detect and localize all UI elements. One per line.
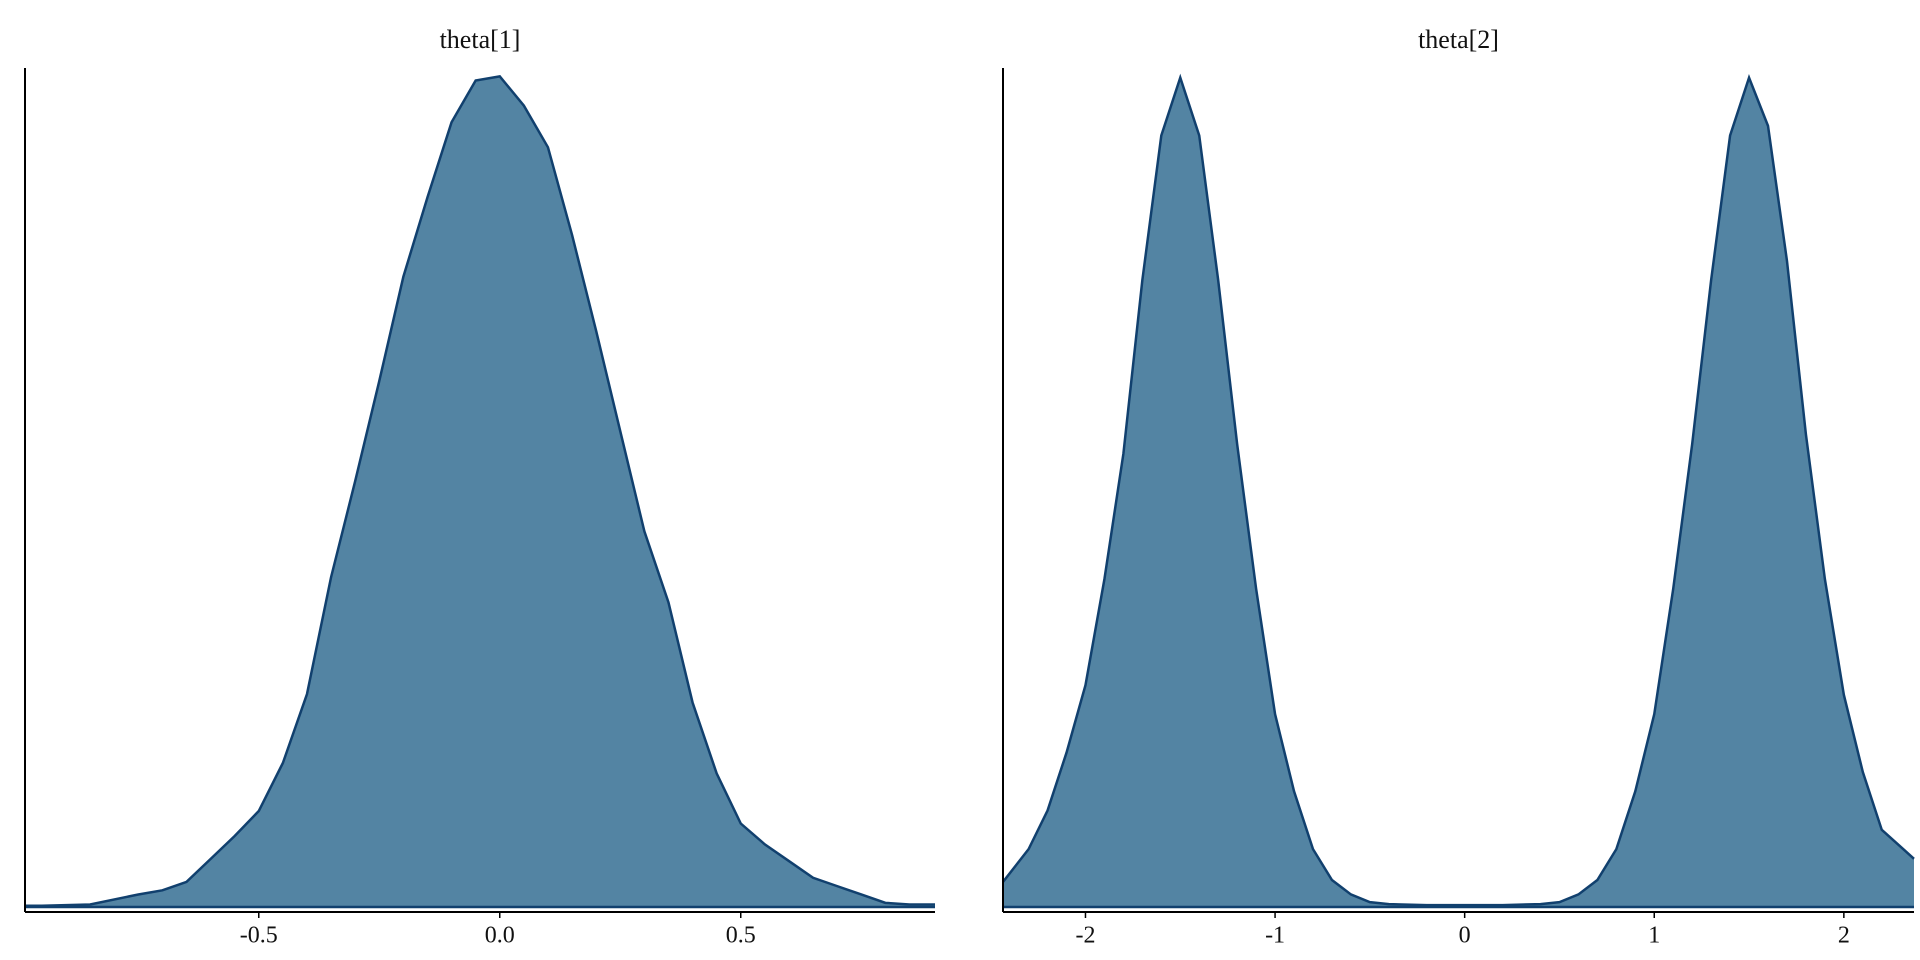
panel-title: theta[1] <box>440 25 521 54</box>
x-tick-label: -0.5 <box>240 923 278 949</box>
density-line <box>1002 73 1915 907</box>
x-tick-label: 0.5 <box>726 923 756 949</box>
x-tick-label: 0.0 <box>485 923 515 949</box>
density-area <box>25 76 935 908</box>
panel-title: theta[2] <box>1418 25 1499 54</box>
x-tick-label: 0 <box>1459 923 1471 949</box>
x-tick-label: -2 <box>1075 923 1095 949</box>
density-area <box>1003 77 1914 907</box>
x-tick-label: 2 <box>1838 923 1850 949</box>
density-line <box>25 74 935 907</box>
x-tick-label: -1 <box>1265 923 1285 949</box>
x-tick-label: 1 <box>1648 923 1660 949</box>
